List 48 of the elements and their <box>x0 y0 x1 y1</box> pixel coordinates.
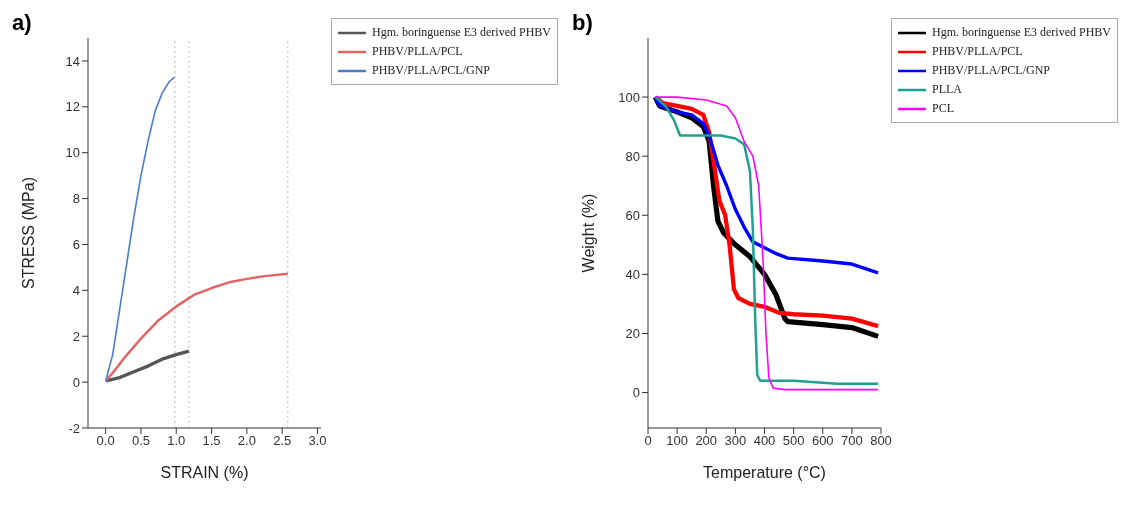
x-tick-label: 2.0 <box>237 433 256 449</box>
y-tick-label: 40 <box>625 266 640 282</box>
x-tick-label: 700 <box>841 433 863 449</box>
legend-label: PCL <box>932 101 955 116</box>
x-tick-label: 3.0 <box>308 433 327 449</box>
x-tick-label: 600 <box>811 433 834 449</box>
y-tick-label: 0 <box>632 385 640 401</box>
y-tick-label: 2 <box>72 328 80 344</box>
chart-title: b) <box>572 10 593 36</box>
y-tick-label: 20 <box>625 326 640 342</box>
x-axis-title: Temperature (°C) <box>703 464 826 481</box>
legend-label: PHBV/PLLA/PCL/GNP <box>372 63 491 78</box>
x-tick-label: 800 <box>870 433 892 449</box>
x-tick-label: 500 <box>782 433 805 449</box>
y-tick-label: 6 <box>72 237 80 253</box>
legend-label: Hgm. boringuense E3 derived PHBV <box>372 25 551 40</box>
y-tick-label: 0 <box>72 374 80 390</box>
line-series <box>104 76 176 382</box>
legend-label: PHBV/PLLA/PCL/GNP <box>932 63 1051 78</box>
y-axis-title: STRESS (MPa) <box>19 176 37 290</box>
y-tick-label: 4 <box>72 282 80 298</box>
y-tick-label: 8 <box>72 191 80 207</box>
legend-label: Hgm. boringuense E3 derived PHBV <box>932 25 1111 40</box>
y-tick-label: 12 <box>65 99 80 115</box>
y-tick-label: -2 <box>68 420 80 436</box>
y-tick-label: 80 <box>625 148 640 164</box>
x-tick-label: 0.5 <box>131 433 150 449</box>
x-tick-label: 1.0 <box>167 433 186 449</box>
x-tick-label: 1.5 <box>202 433 221 449</box>
y-axis-title: Weight (%) <box>579 193 597 273</box>
y-tick-label: 100 <box>618 89 640 105</box>
line-series <box>104 272 290 383</box>
line-series <box>653 95 880 275</box>
x-tick-label: 100 <box>666 433 688 449</box>
y-tick-label: 10 <box>65 145 80 161</box>
x-tick-label: 400 <box>753 433 776 449</box>
legend-label: PHBV/PLLA/PCL <box>372 44 463 59</box>
x-tick-label: 200 <box>695 433 718 449</box>
y-tick-label: 14 <box>65 53 80 69</box>
x-tick-label: 0 <box>644 433 652 449</box>
x-axis-title: STRAIN (%) <box>160 464 249 481</box>
legend-label: PLLA <box>932 82 963 97</box>
legend-label: PHBV/PLLA/PCL <box>932 44 1023 59</box>
chart-title: a) <box>12 10 32 36</box>
x-tick-label: 300 <box>724 433 747 449</box>
x-tick-label: 0.0 <box>96 433 115 449</box>
y-tick-label: 60 <box>625 207 640 223</box>
x-tick-label: 2.5 <box>273 433 292 449</box>
